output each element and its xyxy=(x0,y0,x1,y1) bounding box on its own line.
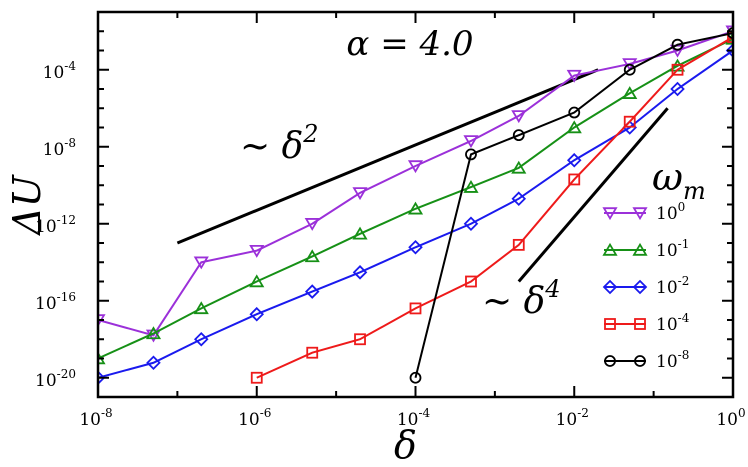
x-tick-label: 10-4 xyxy=(397,406,431,430)
series-line xyxy=(256,36,733,379)
legend-label: 10-8 xyxy=(656,348,689,372)
data-point xyxy=(511,110,527,124)
slope4-annotation: ~ δ4 xyxy=(482,275,561,322)
legend-marker xyxy=(604,318,616,330)
slope2-annotation: ~ δ2 xyxy=(240,120,319,167)
series-line xyxy=(414,32,733,378)
y-tick-labels: 10-20 10-16 10-12 10-8 10-4 xyxy=(35,59,76,391)
y-tick-label: 10-4 xyxy=(43,59,77,83)
data-point xyxy=(623,115,636,128)
legend-item: 10-1 xyxy=(602,237,689,261)
x-tick-label: 10-8 xyxy=(79,406,112,430)
legend-marker xyxy=(602,242,618,256)
x-tick-label: 10-2 xyxy=(556,406,589,430)
data-point xyxy=(409,302,422,315)
x-axis-label: δ xyxy=(394,423,417,467)
y-axis-label: ΔU xyxy=(5,173,49,236)
data-point xyxy=(463,216,479,232)
data-point xyxy=(463,179,479,193)
legend-item: 10-2 xyxy=(602,274,689,298)
legend-item: 10-8 xyxy=(604,348,689,372)
y-tick-label: 10-8 xyxy=(43,136,76,160)
legend-item: 100 xyxy=(602,200,685,224)
legend-marker xyxy=(632,279,648,295)
data-point xyxy=(566,69,582,83)
data-point xyxy=(568,173,581,186)
data-point xyxy=(304,218,320,231)
data-point xyxy=(352,265,368,280)
data-point xyxy=(623,63,636,76)
legend-label: 10-4 xyxy=(656,311,690,335)
legend-marker xyxy=(632,207,648,221)
data-point xyxy=(193,301,209,315)
legend-title: ωm xyxy=(652,155,706,205)
data-point xyxy=(463,135,479,149)
y-tick-label: 10-16 xyxy=(35,290,76,314)
data-point xyxy=(193,331,209,347)
data-point xyxy=(250,371,263,384)
legend-marker xyxy=(632,242,648,256)
data-point xyxy=(566,120,582,134)
data-point xyxy=(304,284,320,299)
data-point xyxy=(407,201,424,215)
series-10^-4 xyxy=(250,31,733,384)
data-point xyxy=(465,275,477,288)
x-tick-label: 10-6 xyxy=(238,406,271,430)
data-point xyxy=(727,31,733,43)
legend-marker xyxy=(634,355,646,367)
data-point xyxy=(145,326,162,340)
legend-marker xyxy=(604,355,616,367)
series-line xyxy=(98,38,733,360)
y-tick-label: 10-12 xyxy=(35,213,76,237)
alpha-annotation: α = 4.0 xyxy=(346,24,473,64)
data-point xyxy=(193,256,209,270)
data-point xyxy=(249,274,265,288)
data-point xyxy=(146,355,161,371)
data-point xyxy=(408,239,423,255)
data-point xyxy=(352,226,368,240)
data-point xyxy=(304,249,320,263)
series-10^0 xyxy=(98,25,733,343)
legend-marker xyxy=(602,207,618,221)
data-point xyxy=(622,86,638,99)
x-tick-labels: 10-8 10-6 10-4 10-2 100 xyxy=(79,406,745,430)
data-point xyxy=(249,244,265,258)
data-point xyxy=(98,370,106,386)
legend-label: 10-1 xyxy=(656,237,689,261)
data-point xyxy=(354,333,366,346)
data-point xyxy=(409,371,422,384)
x-tick-label: 100 xyxy=(716,406,745,430)
data-point xyxy=(306,346,319,359)
legend-label: 10-2 xyxy=(656,274,689,298)
data-point xyxy=(407,160,424,174)
legend-marker xyxy=(634,318,646,330)
reference-line-slope4 xyxy=(517,107,669,283)
data-point xyxy=(512,129,525,142)
data-point xyxy=(511,160,527,174)
data-point xyxy=(465,148,477,161)
y-tick-label: 10-20 xyxy=(35,367,76,391)
legend-item: 10-4 xyxy=(604,311,690,335)
data-point xyxy=(622,58,638,72)
series-10^-8 xyxy=(409,27,733,384)
data-point xyxy=(352,187,368,201)
data-point xyxy=(249,306,265,322)
ticks xyxy=(97,11,734,398)
plot-area xyxy=(98,25,733,386)
data-point xyxy=(512,238,525,251)
data-point xyxy=(671,38,684,51)
data-point xyxy=(511,191,527,206)
data-point xyxy=(671,63,684,76)
data-point xyxy=(566,152,582,168)
reference-line-slope2 xyxy=(176,68,599,245)
data-point xyxy=(670,81,685,97)
legend-label: 100 xyxy=(656,200,685,224)
data-point xyxy=(568,106,581,119)
legend-marker xyxy=(602,279,618,295)
data-point xyxy=(727,27,733,40)
data-point xyxy=(725,43,733,58)
